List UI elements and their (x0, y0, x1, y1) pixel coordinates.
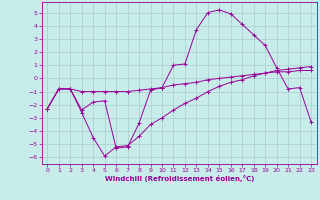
X-axis label: Windchill (Refroidissement éolien,°C): Windchill (Refroidissement éolien,°C) (105, 175, 254, 182)
